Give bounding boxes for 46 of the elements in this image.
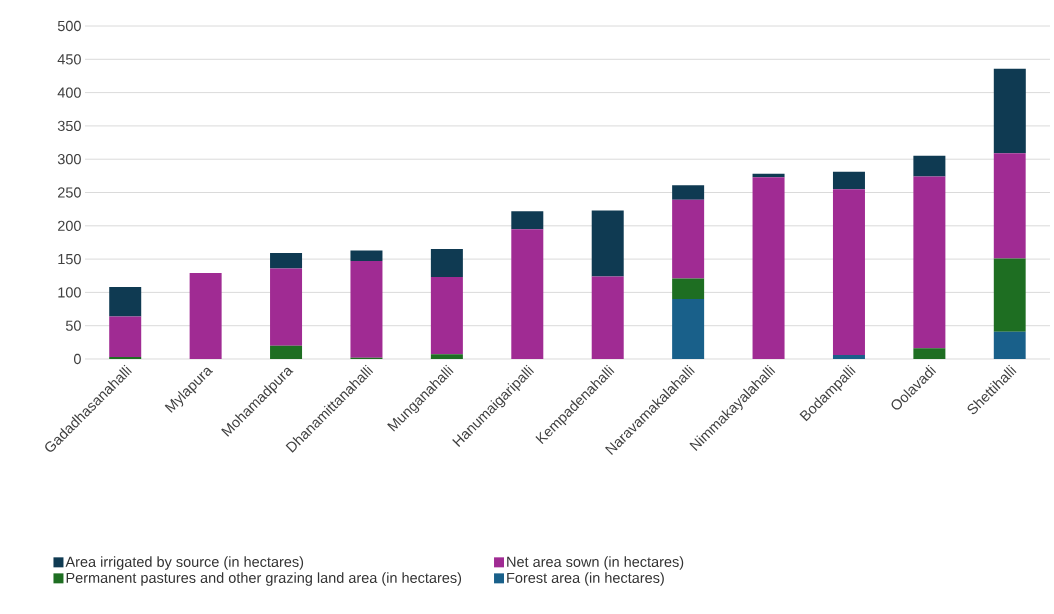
bar (993, 258, 1026, 332)
bar (993, 331, 1026, 359)
bar (672, 278, 705, 300)
bar (832, 189, 865, 355)
legend-label: Area irrigated by source (in hectares) (65, 556, 304, 570)
bar (109, 287, 142, 317)
bar (672, 185, 705, 200)
bar (672, 299, 705, 359)
y-tick-label: 100 (58, 287, 81, 298)
y-tick-label: 350 (57, 120, 81, 132)
y-tick-label: 150 (58, 253, 81, 265)
legend-label: Forest area (in hectares) (507, 572, 664, 586)
bar (350, 261, 383, 358)
bar (752, 173, 785, 178)
bar (591, 210, 624, 277)
bar (430, 354, 463, 359)
bar (270, 253, 303, 269)
bar (430, 277, 463, 355)
bar (109, 316, 142, 357)
bar (511, 211, 544, 230)
bar (672, 199, 705, 279)
y-tick-label: 500 (57, 20, 81, 32)
legend-label: Permanent pastures and other grazing land area (in hectares) (66, 572, 462, 586)
bar (913, 348, 946, 359)
bar (270, 268, 303, 346)
bar (913, 176, 946, 349)
bar (832, 355, 865, 359)
bar (913, 155, 946, 177)
bar (993, 68, 1026, 154)
bar (993, 153, 1026, 259)
bar (752, 177, 785, 359)
y-tick-label: 400 (57, 87, 81, 98)
bar (350, 250, 383, 262)
bar (511, 229, 544, 359)
y-tick-label: 300 (57, 154, 81, 165)
y-tick-label: 50 (65, 320, 81, 331)
bar (591, 276, 624, 359)
bar (430, 249, 463, 278)
bar (189, 273, 222, 359)
bar (832, 171, 865, 190)
y-tick-label: 450 (57, 54, 81, 65)
legend-label: Net area sown (in hectares) (507, 556, 684, 570)
bar (270, 345, 303, 359)
y-tick-label: 250 (58, 187, 81, 198)
y-tick-label: 0 (73, 353, 81, 365)
y-tick-label: 200 (58, 220, 81, 231)
